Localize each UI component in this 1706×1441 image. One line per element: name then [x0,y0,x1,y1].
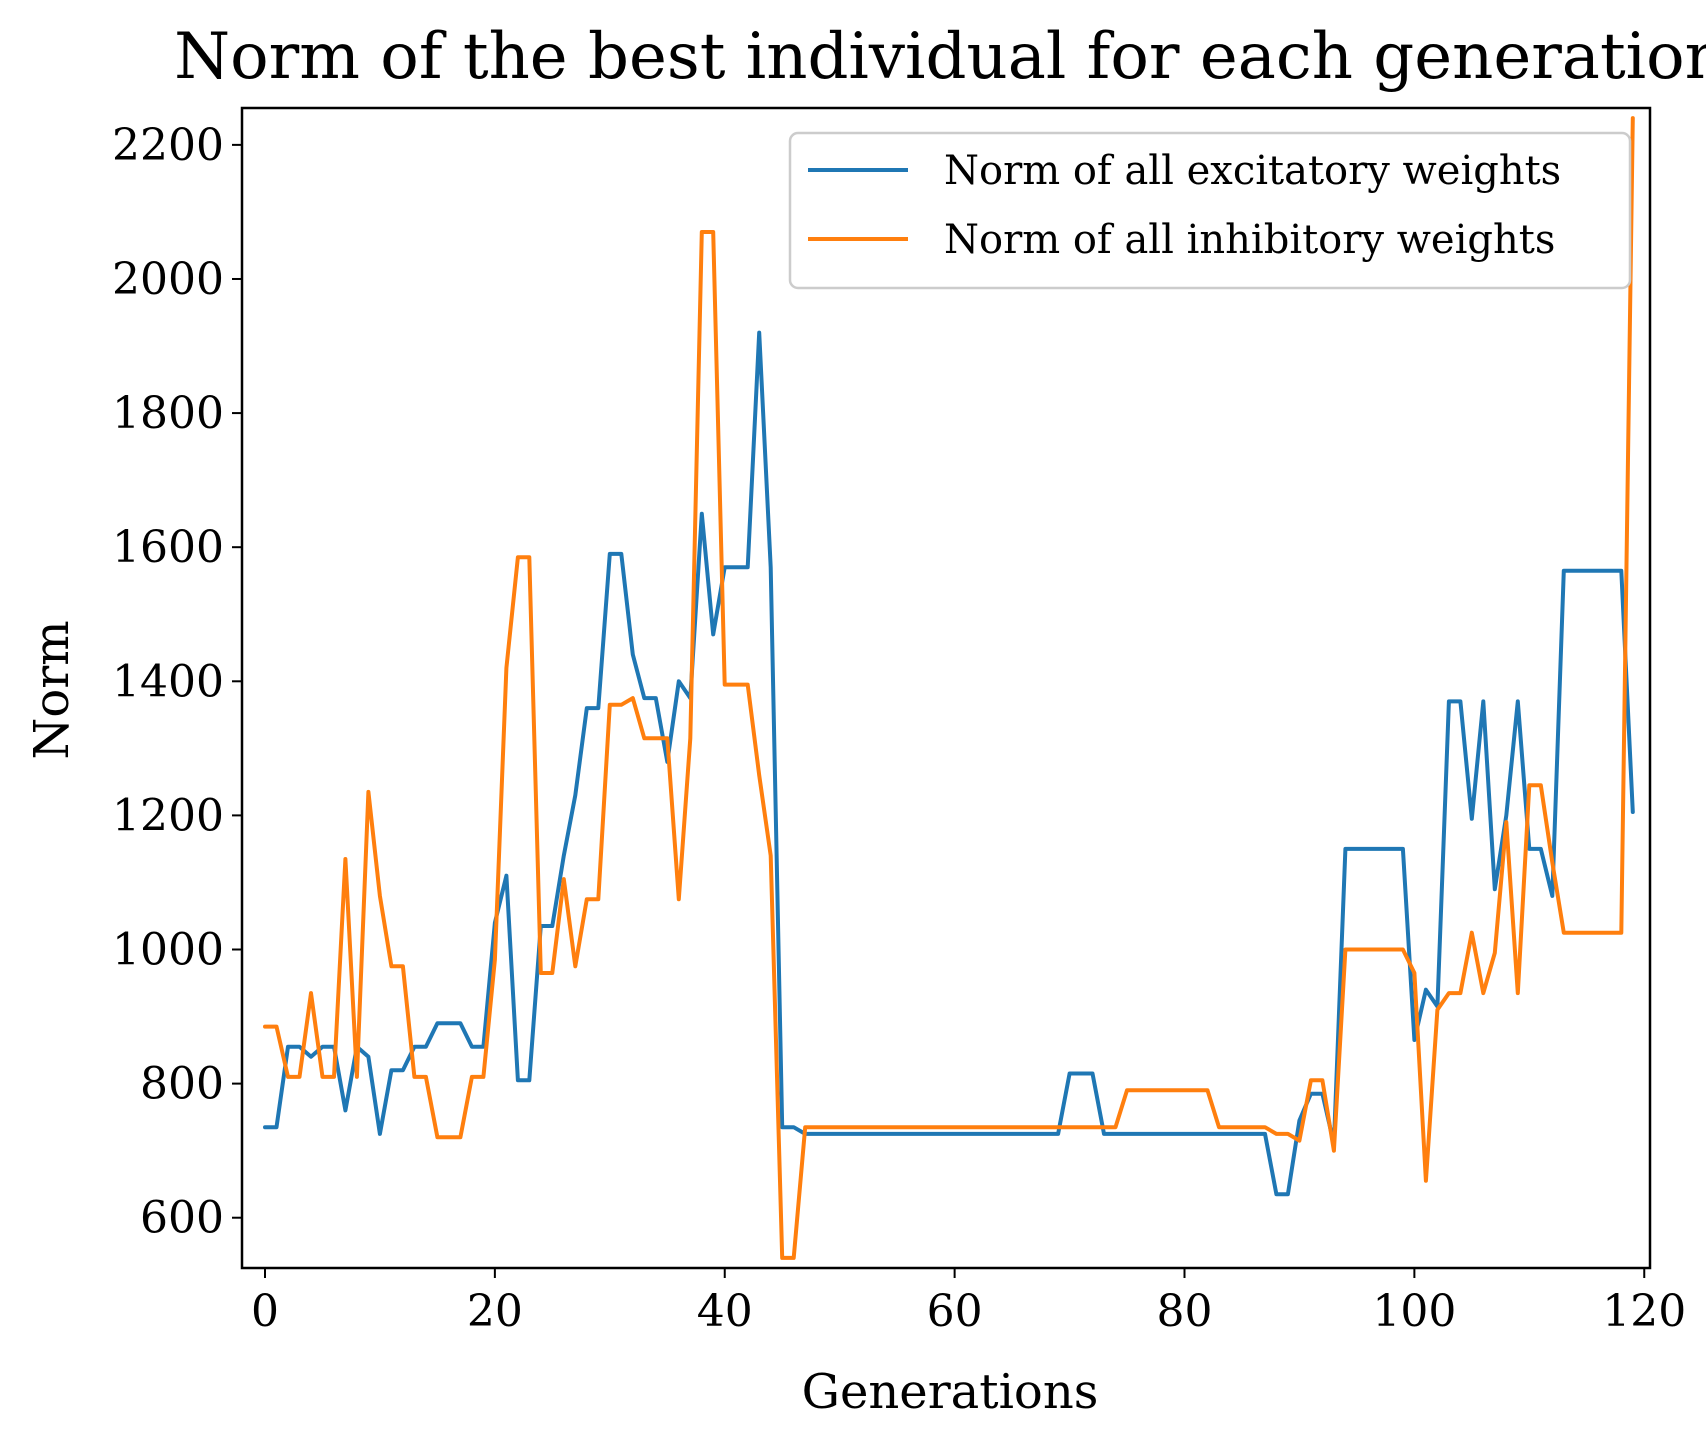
series-lines [263,116,1635,1260]
y-tick-label: 2000 [112,254,224,305]
y-tick-label: 1600 [112,522,224,573]
axes-frame [240,106,1652,1270]
y-tick-label: 1000 [112,925,224,976]
chart-title: Norm of the best individual for each gen… [174,20,1706,94]
x-tick-label: 20 [467,1286,523,1337]
x-tick-label: 120 [1602,1286,1686,1337]
series-line-0 [263,330,1635,1197]
x-axis-label: Generations [802,1364,1099,1420]
legend-box [788,131,1632,290]
y-tick-label: 600 [140,1193,224,1244]
x-tick-label: 60 [927,1286,983,1337]
series-line-1 [263,116,1635,1260]
x-axis: 0 20 40 60 80 100 120 [251,1268,1686,1337]
y-axis-label: Norm [24,620,80,759]
legend-label-inhibitory: Norm of all inhibitory weights [944,217,1555,263]
y-axis: 600 800 1000 1200 1400 1600 1800 2000 2200 [112,120,242,1244]
legend: Norm of all excitatory weights Norm of a… [788,131,1632,290]
x-tick-label: 0 [251,1286,279,1337]
x-tick-label: 80 [1156,1286,1212,1337]
y-tick-label: 2200 [112,120,224,171]
x-tick-label: 40 [697,1286,753,1337]
y-tick-label: 800 [140,1059,224,1110]
plot-area: 0 20 40 60 80 100 120 600 800 1000 1200 1400 1600 18… [112,106,1686,1337]
x-tick-label: 100 [1372,1286,1456,1337]
y-tick-label: 1200 [112,790,224,841]
y-tick-label: 1400 [112,656,224,707]
legend-label-excitatory: Norm of all excitatory weights [944,148,1561,194]
y-tick-label: 1800 [112,388,224,439]
